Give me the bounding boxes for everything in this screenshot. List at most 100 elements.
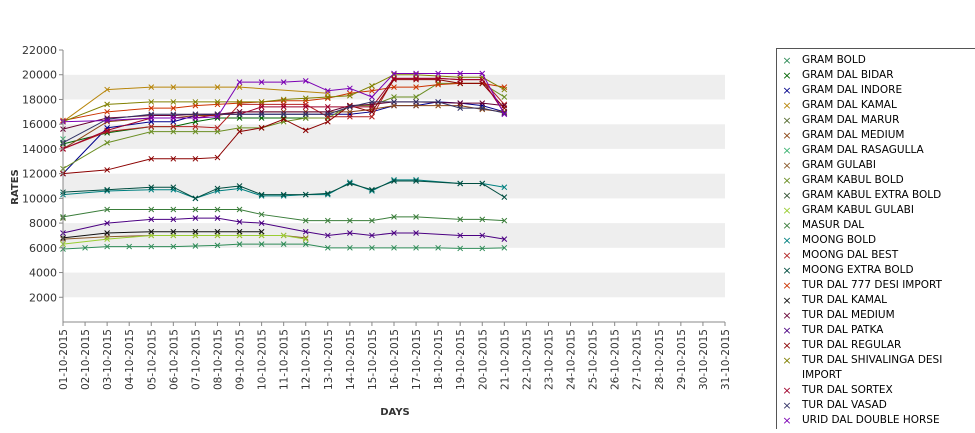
legend-item: × GRAM KABUL EXTRA BOLD xyxy=(777,188,953,203)
legend-item: × TUR DAL SORTEX xyxy=(777,383,953,398)
grid-band xyxy=(63,272,725,298)
data-point xyxy=(413,230,419,236)
data-point xyxy=(192,228,199,235)
x-tick-label: 06-10-2015 xyxy=(168,329,180,390)
data-point xyxy=(413,214,419,220)
data-point xyxy=(457,100,464,107)
legend-item: × GRAM DAL MEDIUM xyxy=(777,128,953,143)
data-point xyxy=(280,232,287,239)
series-line xyxy=(62,234,306,245)
x-tick-label: 31-10-2015 xyxy=(720,329,732,390)
data-point xyxy=(104,127,110,134)
data-point xyxy=(148,99,155,105)
legend-label: GRAM BOLD xyxy=(802,54,866,66)
legend-label: TUR DAL 777 DESI IMPORT xyxy=(802,279,942,291)
legend-item: × GRAM DAL MARUR xyxy=(777,113,953,128)
legend-label: MOONG BOLD xyxy=(802,234,877,246)
grid-band xyxy=(63,148,725,174)
legend-item: × GRAM DAL INDORE xyxy=(777,83,953,98)
series-moong-extra-bold xyxy=(60,178,508,202)
x-tick-label: 25-10-2015 xyxy=(588,329,600,390)
legend: × GRAM BOLD × GRAM DAL BIDAR × GRAM DAL INDOR… xyxy=(776,48,975,429)
data-point xyxy=(148,186,155,193)
data-point xyxy=(457,232,464,239)
legend-label: MOONG DAL BEST xyxy=(802,249,899,261)
data-point xyxy=(104,101,110,108)
data-point xyxy=(148,105,155,111)
data-point xyxy=(324,232,331,239)
data-point xyxy=(258,99,265,105)
data-point xyxy=(391,94,397,100)
data-point xyxy=(347,111,353,118)
data-point xyxy=(347,113,353,120)
legend-item: × MOONG EXTRA BOLD xyxy=(777,263,953,278)
data-point xyxy=(413,70,419,77)
y-tick-label: 4000 xyxy=(29,267,57,280)
x-tick-label: 19-10-2015 xyxy=(455,329,467,390)
legend-item: × MOONG BOLD xyxy=(777,233,953,248)
data-point xyxy=(104,220,110,226)
legend-label: GRAM KABUL BOLD xyxy=(802,174,904,186)
data-point xyxy=(258,101,265,108)
data-point xyxy=(501,184,508,191)
data-point xyxy=(302,127,309,134)
x-tick-label: 21-10-2015 xyxy=(499,329,511,390)
legend-label: GRAM DAL BIDAR xyxy=(802,69,894,81)
data-point xyxy=(214,215,221,221)
data-point xyxy=(170,184,177,191)
data-point xyxy=(236,206,243,213)
legend-item: × TUR DAL KAMAL xyxy=(777,293,953,308)
legend-item: × TUR DAL REGULAR xyxy=(777,338,953,353)
data-point xyxy=(258,111,265,118)
data-point xyxy=(104,167,110,173)
data-point xyxy=(501,111,508,118)
data-point xyxy=(170,206,177,213)
data-point xyxy=(369,186,375,193)
x-tick-label: 01-10-2015 xyxy=(58,329,70,390)
data-point xyxy=(258,220,265,226)
series-tur-dal-kamal xyxy=(60,228,265,241)
legend-marker-icon: × xyxy=(782,264,792,277)
data-point xyxy=(369,108,375,115)
legend-marker-icon: × xyxy=(782,339,792,352)
x-tick-label: 08-10-2015 xyxy=(212,329,224,390)
data-point xyxy=(347,180,353,187)
legend-marker-icon: × xyxy=(782,114,792,127)
data-point xyxy=(236,183,243,189)
x-tick-label: 26-10-2015 xyxy=(610,329,622,390)
data-point xyxy=(413,84,419,90)
legend-marker-icon: × xyxy=(782,294,792,307)
data-point xyxy=(435,75,441,82)
data-point xyxy=(369,87,375,94)
data-point xyxy=(192,155,199,162)
data-point xyxy=(170,123,177,130)
data-point xyxy=(104,243,110,250)
data-point xyxy=(457,76,464,83)
data-point xyxy=(457,105,464,111)
x-tick-label: 17-10-2015 xyxy=(411,329,423,390)
data-point xyxy=(170,105,177,111)
x-tick-label: 28-10-2015 xyxy=(654,329,666,390)
data-point xyxy=(214,101,221,108)
data-point xyxy=(369,217,375,224)
data-point xyxy=(148,184,155,191)
legend-label: GRAM DAL KAMAL xyxy=(802,99,897,111)
data-point xyxy=(280,79,287,85)
data-point xyxy=(104,108,110,115)
data-point xyxy=(324,94,331,100)
data-point xyxy=(170,128,177,135)
data-point xyxy=(457,70,464,77)
data-point xyxy=(236,79,243,85)
legend-label: GRAM DAL MARUR xyxy=(802,114,900,126)
legend-item: × GRAM BOLD xyxy=(777,53,953,68)
legend-marker-icon: × xyxy=(782,354,792,367)
data-point xyxy=(214,99,221,105)
data-point xyxy=(280,104,287,110)
legend-item: × GRAM KABUL BOLD xyxy=(777,173,953,188)
x-tick-label: 04-10-2015 xyxy=(124,329,136,390)
data-point xyxy=(170,99,177,105)
data-point xyxy=(214,111,221,118)
data-point xyxy=(479,180,486,187)
